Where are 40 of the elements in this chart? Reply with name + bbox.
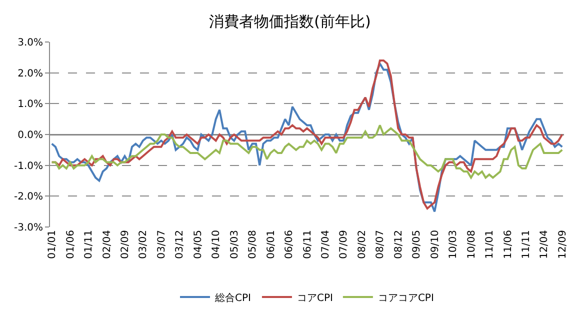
x-tick-label: 10/08 bbox=[466, 230, 478, 259]
x-tick-label: 06/01 bbox=[266, 230, 277, 259]
legend-label: 総合CPI bbox=[214, 292, 251, 304]
y-tick-label: 1.0% bbox=[18, 99, 43, 110]
x-tick-label: 07/09 bbox=[338, 230, 350, 259]
y-tick-label: 3.0% bbox=[18, 38, 43, 48]
chart-title: 消費者物価指数(前年比) bbox=[209, 12, 371, 31]
y-tick-label: 2.0% bbox=[18, 68, 43, 80]
x-tick-label: 06/06 bbox=[284, 230, 296, 259]
x-tick-label: 08/02 bbox=[356, 230, 368, 259]
x-tick-label: 02/04 bbox=[102, 230, 113, 259]
x-tick-label: 06/11 bbox=[302, 230, 314, 259]
x-tick-label: 03/07 bbox=[156, 230, 168, 259]
x-tick-label: 03/02 bbox=[138, 230, 150, 259]
legend-label: コアCPI bbox=[296, 292, 333, 304]
x-tick-label: 04/10 bbox=[211, 230, 222, 259]
x-tick-label: 05/03 bbox=[229, 230, 240, 259]
legend-label: コアコアCPI bbox=[378, 292, 434, 304]
x-tick-label: 09/10 bbox=[430, 230, 441, 259]
x-tick-label: 04/05 bbox=[192, 230, 204, 259]
x-tick-label: 05/08 bbox=[248, 230, 259, 259]
x-tick-label: 08/12 bbox=[393, 230, 404, 259]
x-tick-label: 11/01 bbox=[484, 230, 496, 259]
x-tick-label: 12/09 bbox=[557, 230, 568, 259]
y-tick-label: -1.0% bbox=[14, 160, 43, 172]
x-tick-label: 07/04 bbox=[320, 230, 332, 259]
y-tick-label: 0.0% bbox=[18, 130, 43, 141]
x-tick-label: 01/06 bbox=[65, 230, 76, 259]
x-tick-label: 11/11 bbox=[520, 230, 532, 259]
x-tick-label: 03/12 bbox=[174, 230, 186, 259]
y-tick-label: -3.0% bbox=[14, 222, 43, 234]
x-tick-label: 01/11 bbox=[84, 230, 95, 259]
y-tick-label: -2.0% bbox=[14, 192, 43, 203]
x-tick-label: 09/05 bbox=[412, 230, 423, 259]
x-tick-label: 10/03 bbox=[448, 230, 460, 259]
x-tick-label: 08/07 bbox=[375, 230, 386, 259]
x-tick-label: 02/09 bbox=[120, 230, 131, 259]
x-tick-label: 11/06 bbox=[502, 230, 514, 259]
x-tick-label: 12/04 bbox=[539, 230, 550, 259]
x-tick-label: 01/01 bbox=[47, 230, 58, 259]
